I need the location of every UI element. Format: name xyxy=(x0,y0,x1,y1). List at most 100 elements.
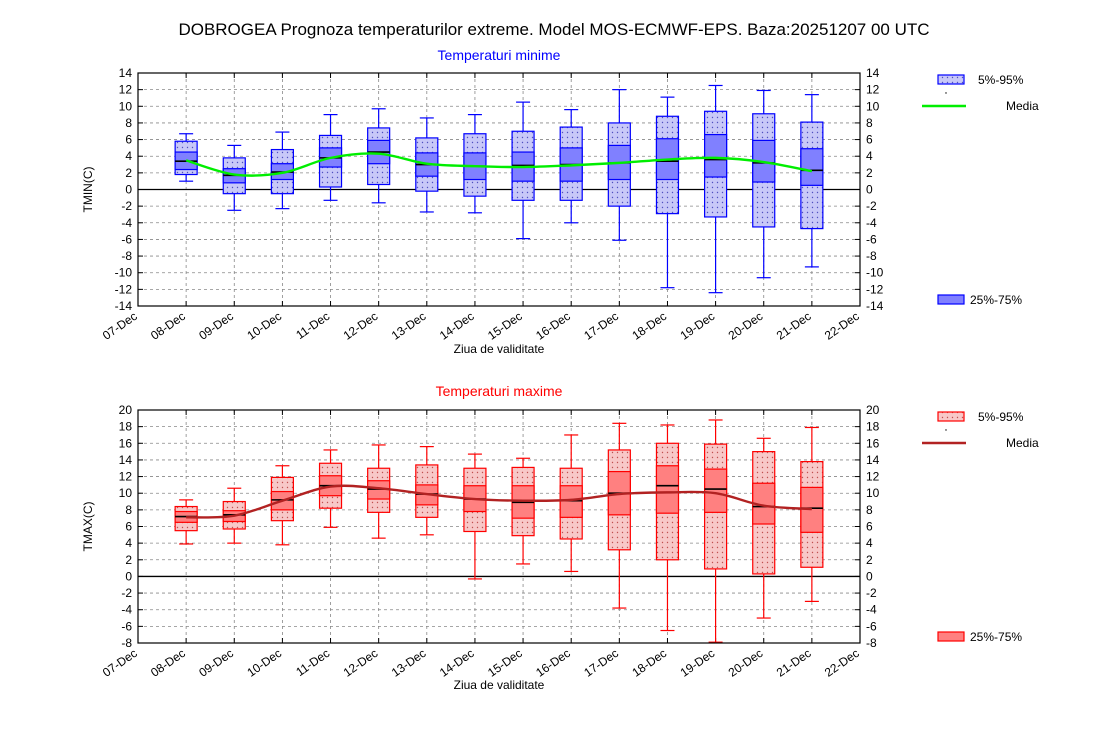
y-tick-label: 18 xyxy=(119,420,133,434)
x-tick-label: 17-Dec xyxy=(581,646,621,680)
y-tick-label-right: 8 xyxy=(866,503,873,517)
x-tick-label: 16-Dec xyxy=(533,309,573,343)
y-tick-label-right: 20 xyxy=(866,403,880,417)
y-tick-label-right: 4 xyxy=(866,149,873,163)
y-tick-label-right: -12 xyxy=(866,282,884,296)
y-tick-label-right: 8 xyxy=(866,116,873,130)
panel-title: Temperaturi maxime xyxy=(436,383,563,399)
x-tick-label: 15-Dec xyxy=(485,309,525,343)
x-tick-label: 19-Dec xyxy=(678,309,718,343)
y-tick-label: -4 xyxy=(121,603,132,617)
y-tick-label-right: -2 xyxy=(866,586,877,600)
legend-label-25-75: 25%-75% xyxy=(970,630,1022,644)
box-25-75 xyxy=(655,465,680,514)
x-tick-label: 22-Dec xyxy=(822,646,862,680)
x-tick-label: 08-Dec xyxy=(148,646,188,680)
box-25-75 xyxy=(703,133,728,178)
x-tick-label: 13-Dec xyxy=(389,646,429,680)
y-tick-label: 12 xyxy=(119,83,133,97)
y-axis-label: TMIN(C) xyxy=(81,167,95,213)
x-tick-label: 07-Dec xyxy=(100,646,140,680)
y-tick-label-right: -4 xyxy=(866,216,877,230)
y-tick-label-right: 0 xyxy=(866,183,873,197)
y-tick-label: 12 xyxy=(119,470,133,484)
x-tick-label: 19-Dec xyxy=(678,646,718,680)
y-tick-label-right: -10 xyxy=(866,266,884,280)
y-tick-label: -14 xyxy=(115,299,133,313)
x-tick-label: 07-Dec xyxy=(100,309,140,343)
mean-line xyxy=(185,152,813,177)
y-tick-label-right: 4 xyxy=(866,536,873,550)
y-tick-label: 14 xyxy=(119,66,133,80)
page-title: DOBROGEA Prognoza temperaturilor extreme… xyxy=(178,20,930,39)
legend-dot xyxy=(945,429,947,431)
y-tick-label: 4 xyxy=(125,536,132,550)
y-tick-label: -10 xyxy=(115,266,133,280)
y-tick-label-right: 6 xyxy=(866,133,873,147)
y-tick-label: -6 xyxy=(121,232,132,246)
x-tick-label: 20-Dec xyxy=(726,309,766,343)
box-25-75 xyxy=(800,148,824,186)
legend-swatch-5-95 xyxy=(937,411,965,422)
box-25-75 xyxy=(800,486,824,533)
x-tick-label: 21-Dec xyxy=(774,646,814,680)
legend-label-5-95: 5%-95% xyxy=(978,73,1024,87)
y-tick-label-right: 10 xyxy=(866,486,880,500)
x-tick-label: 14-Dec xyxy=(437,309,477,343)
y-tick-label-right: 10 xyxy=(866,99,880,113)
y-tick-label: -4 xyxy=(121,216,132,230)
y-tick-label: 10 xyxy=(119,99,133,113)
x-tick-label: 17-Dec xyxy=(581,309,621,343)
legend-label-mean: Media xyxy=(1006,436,1039,450)
y-tick-label-right: -14 xyxy=(866,299,884,313)
y-tick-label-right: 14 xyxy=(866,66,880,80)
x-tick-label: 11-Dec xyxy=(293,309,332,342)
y-tick-label-right: 12 xyxy=(866,470,880,484)
y-tick-label-right: -6 xyxy=(866,619,877,633)
x-axis-label: Ziua de validitate xyxy=(454,342,545,356)
y-tick-label: 4 xyxy=(125,149,132,163)
y-tick-label: -12 xyxy=(115,282,133,296)
x-tick-label: 12-Dec xyxy=(341,309,381,343)
y-tick-label-right: 2 xyxy=(866,553,873,567)
box-25-75 xyxy=(703,468,728,513)
tmin-panel: Temperaturi minime -14 -14 -12 -12 -10 -10 -8 -8… xyxy=(81,47,1039,356)
y-tick-label: 8 xyxy=(125,503,132,517)
mean-line xyxy=(186,484,812,519)
x-tick-label: 22-Dec xyxy=(822,309,862,343)
y-tick-label-right: -8 xyxy=(866,249,877,263)
y-tick-label: 14 xyxy=(119,453,133,467)
plot-frame xyxy=(137,72,861,307)
legend-swatch-25-75 xyxy=(937,631,965,642)
y-tick-label-right: 2 xyxy=(866,166,873,180)
x-tick-label: 18-Dec xyxy=(629,309,669,343)
y-tick-label-right: -6 xyxy=(866,232,877,246)
x-tick-label: 10-Dec xyxy=(244,646,284,680)
x-tick-label: 18-Dec xyxy=(629,646,669,680)
y-tick-label-right: 12 xyxy=(866,83,880,97)
legend-dot xyxy=(945,92,947,94)
legend-label-25-75: 25%-75% xyxy=(970,293,1022,307)
y-tick-label-right: 6 xyxy=(866,520,873,534)
y-tick-label: 20 xyxy=(119,403,133,417)
y-tick-label: 10 xyxy=(119,486,133,500)
box-25-75 xyxy=(559,485,583,518)
x-tick-label: 08-Dec xyxy=(148,309,188,343)
x-tick-label: 20-Dec xyxy=(726,646,766,680)
x-tick-label: 21-Dec xyxy=(774,309,814,343)
y-tick-label: 6 xyxy=(125,520,132,534)
y-tick-label: 0 xyxy=(125,183,132,197)
y-tick-label: -2 xyxy=(121,199,132,213)
x-tick-label: 15-Dec xyxy=(485,646,525,680)
y-tick-label: 2 xyxy=(125,166,132,180)
y-tick-label: 0 xyxy=(125,569,132,583)
tmax-panel: Temperaturi maxime -8 -8 -6 -6 -4 -4 -2 -2 0 0 2 2 4 4… xyxy=(81,383,1039,692)
y-tick-label-right: 0 xyxy=(866,569,873,583)
y-tick-label: -8 xyxy=(121,249,132,263)
legend-label-5-95: 5%-95% xyxy=(978,410,1024,424)
y-tick-label: -2 xyxy=(121,586,132,600)
x-tick-label: 12-Dec xyxy=(341,646,381,680)
x-tick-label: 11-Dec xyxy=(293,646,332,679)
y-tick-label: -6 xyxy=(121,619,132,633)
x-tick-label: 09-Dec xyxy=(196,309,236,343)
